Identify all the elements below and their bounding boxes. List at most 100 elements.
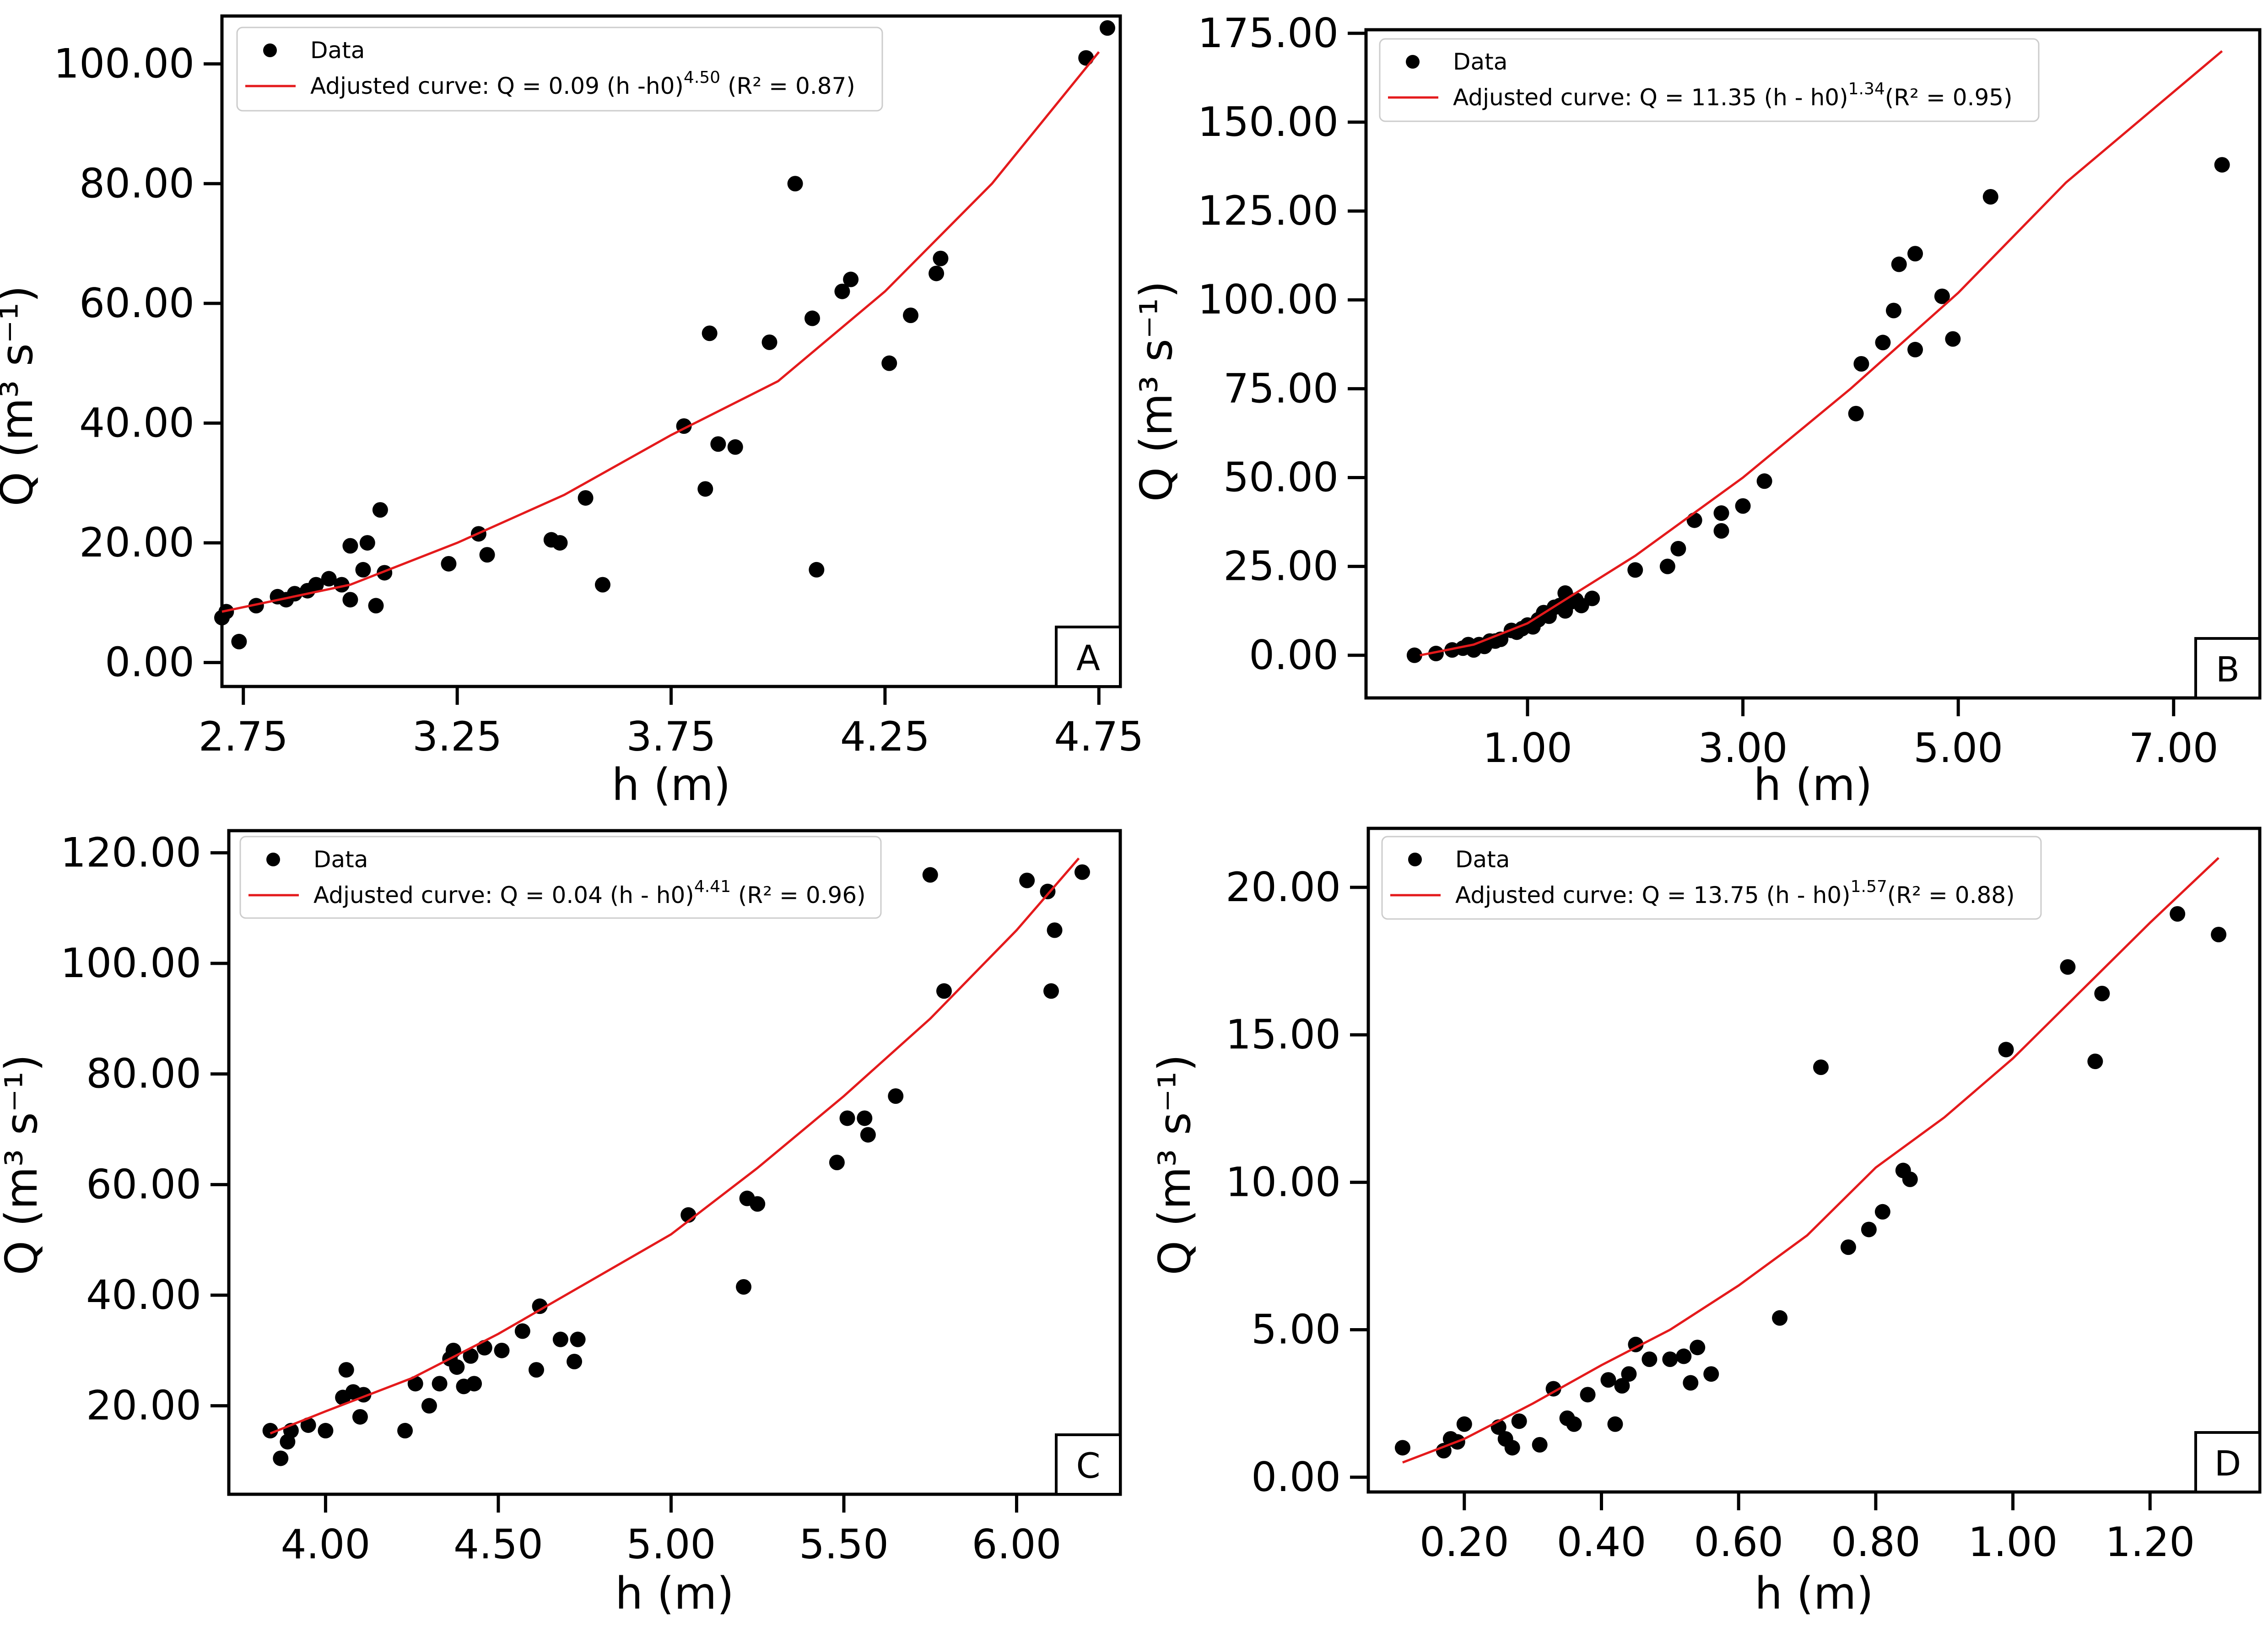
data-point [1532,1437,1548,1453]
y-tick-label: 20.00 [86,1382,201,1429]
data-point [1998,1042,2014,1058]
panel-c: 4.00 4.50 5.00 5.50 6.00 20.00 40.00 60.00 80.00… [0,829,1122,1619]
data-point [839,1110,855,1126]
data-point [1703,1366,1719,1382]
data-point [809,562,825,578]
data-point [1686,512,1702,528]
data-point [1584,590,1600,606]
data-point [532,1298,548,1314]
data-point [1690,1340,1706,1356]
data-point [578,490,594,506]
plot-frame [227,829,1122,1496]
data-point [463,1348,479,1364]
data-point [929,265,945,281]
data-point [286,586,302,602]
data-point [2060,959,2076,975]
data-point [1394,1440,1410,1456]
data-point [1683,1375,1699,1391]
data-point [552,1331,568,1347]
data-point [407,1376,423,1392]
data-point [1885,303,1901,319]
data-point [476,1340,492,1356]
legend: Data Adjusted curve: Q = 0.09 (h -h0)4.50… [236,27,883,112]
adjusted-curve-line [270,857,1080,1435]
data-point [334,577,350,593]
x-tick-label: 5.00 [626,1521,716,1568]
y-tick-label: 0.00 [1249,632,1339,679]
x-tick-label: 7.00 [2129,724,2219,772]
y-axis-label: Q (m³ s⁻¹) [1131,281,1182,502]
y-tick-label: 5.00 [1251,1306,1341,1353]
panel-letter: A [1076,638,1100,678]
x-axis-label: h (m) [612,759,731,811]
data-point [710,436,726,452]
data-point [829,1155,845,1170]
data-point [888,1088,904,1104]
data-point [697,481,713,497]
plot-frame [1364,28,2262,700]
data-point [1621,1366,1637,1382]
data-point [318,1423,334,1439]
data-point [1848,405,1864,422]
data-point [567,1354,583,1369]
panel-a: 2.75 3.25 3.75 4.25 4.75 0.00 20.00 40.00 60.00 8… [0,14,1144,811]
y-tick-label: 120.00 [60,829,201,876]
legend-box [1381,836,2042,920]
legend-box [1379,38,2040,122]
data-point [834,283,850,299]
data-point [1907,341,1923,357]
data-point [1566,1416,1582,1432]
data-point [1902,1171,1918,1187]
data-point [1580,1387,1596,1403]
data-point [421,1398,437,1414]
panel-letter: C [1076,1445,1100,1486]
data-point [843,271,859,287]
y-tick-label: 0.00 [1251,1454,1341,1501]
data-point [736,1279,752,1295]
data-point [300,1417,316,1433]
y-tick-label: 100.00 [54,40,194,87]
data-point [355,562,371,578]
panel-letter-box [2194,1431,2261,1493]
y-tick-label: 40.00 [86,1271,201,1319]
data-point [933,250,949,266]
data-point [338,1362,354,1378]
data-point [881,355,897,371]
panel-letter-box [2194,637,2261,699]
x-tick-label: 4.00 [281,1521,370,1568]
data-point [702,325,718,341]
data-point [514,1323,530,1339]
data-point [2094,985,2110,1001]
data-point [449,1359,465,1375]
data-point [397,1423,413,1439]
data-point [1099,20,1115,36]
x-tick-label: 4.25 [840,713,930,760]
panel-d: 0.20 0.40 0.60 0.80 1.00 1.20 0.00 5.00 10.00 15.… [1149,827,2262,1619]
data-point [321,571,337,587]
data-point [479,547,495,563]
data-point [1891,256,1907,272]
data-point [857,1110,873,1126]
y-tick-label: 20.00 [79,519,194,566]
data-point [372,502,388,518]
data-point [936,983,952,999]
panel-letter-box [1055,626,1122,688]
data-point [273,1450,289,1466]
data-point [1934,288,1950,304]
x-tick-label: 3.00 [1698,724,1788,772]
data-point [248,598,264,614]
data-point [1043,983,1059,999]
data-point [1511,1413,1527,1429]
legend-curve-label: Adjusted curve: Q = 0.09 (h -h0)4.50 (R²… [310,68,855,99]
data-point [1840,1239,1856,1255]
x-tick-label: 5.00 [1913,724,2003,772]
x-tick-label: 0.80 [1831,1519,1921,1566]
x-tick-label: 1.00 [1483,724,1572,772]
adjusted-curve-line [1402,857,2219,1464]
panel-letter-box [1055,1433,1122,1496]
data-point [231,633,247,649]
y-tick-label: 10.00 [1226,1158,1341,1205]
y-tick-label: 50.00 [1223,454,1339,501]
data-point [1713,505,1729,521]
data-point [1659,558,1675,574]
